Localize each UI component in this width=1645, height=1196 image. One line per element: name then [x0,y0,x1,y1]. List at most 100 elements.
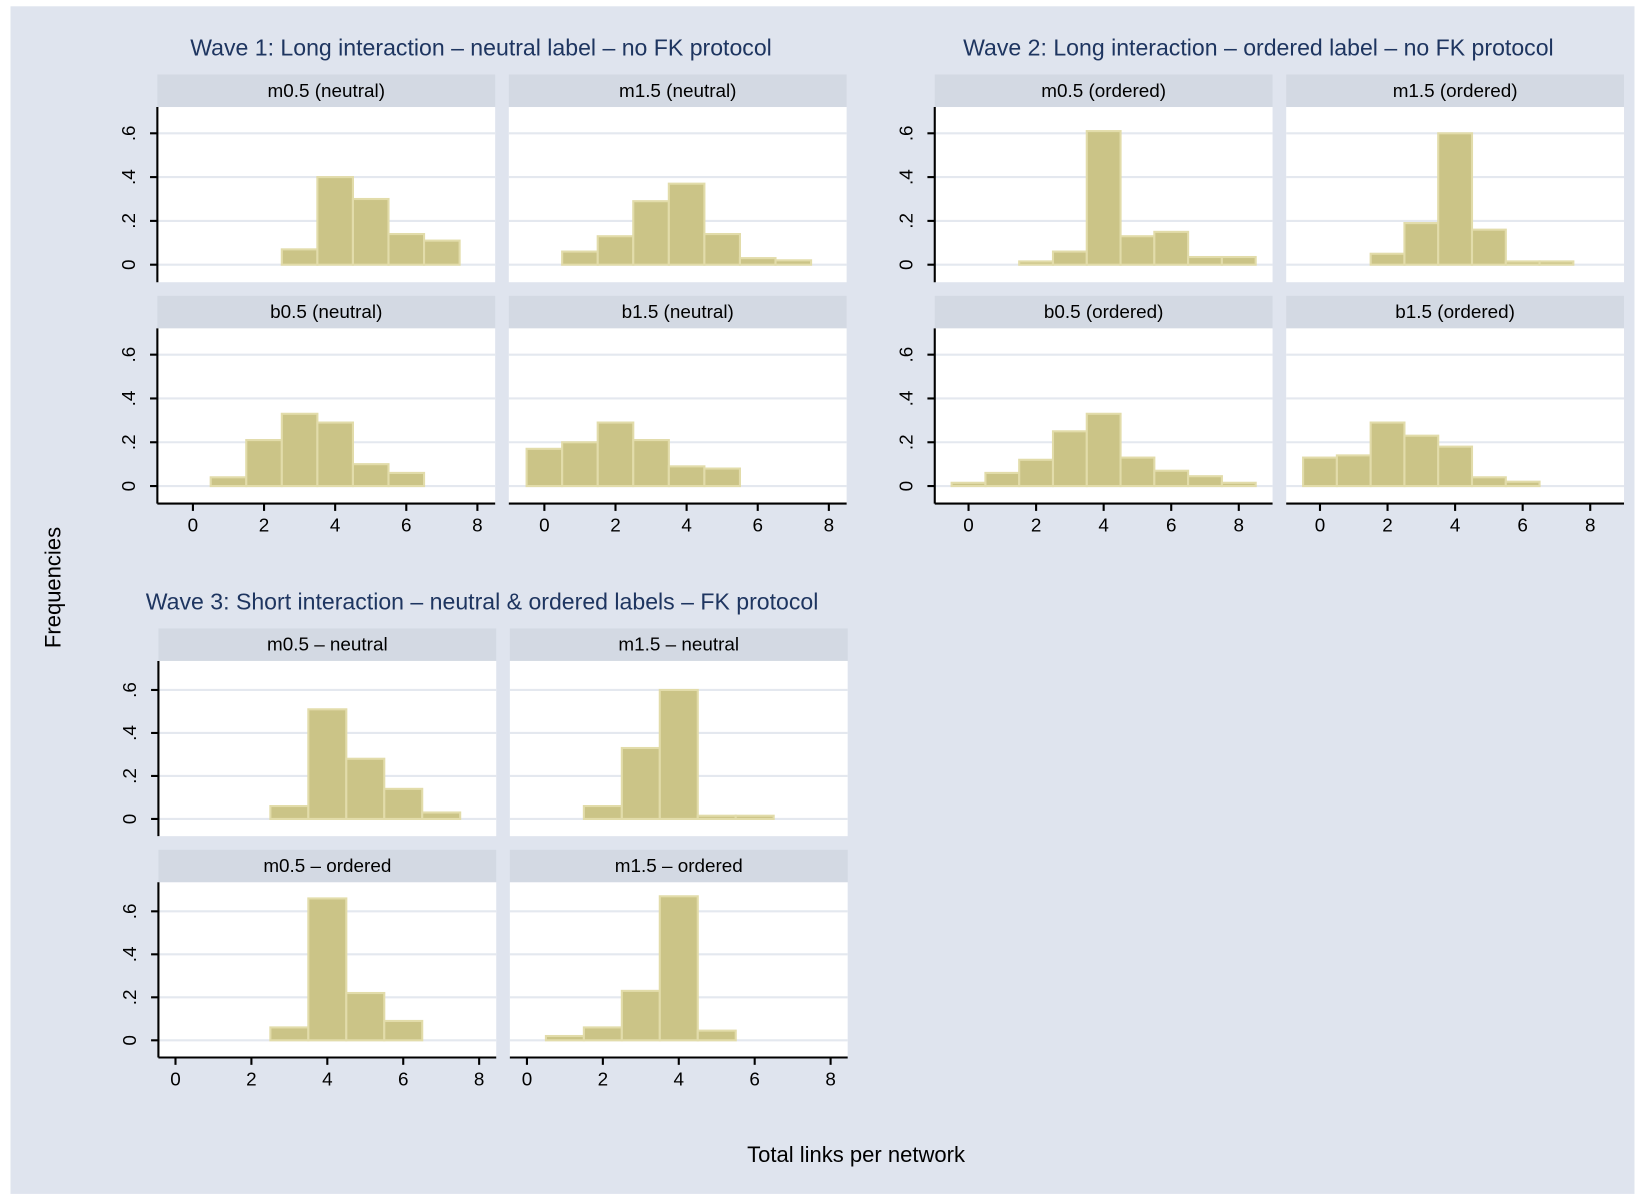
bar [984,471,1021,488]
bar [1153,469,1190,488]
x-tick-label: 2 [246,1070,257,1091]
bar [620,989,661,1042]
y-tick-label: .6 [896,125,917,141]
panel-title: b1.5 (neutral) [622,302,734,323]
bar [774,259,813,266]
bar [950,481,987,488]
x-tick-label: 6 [749,1070,759,1091]
y-tick-label: 0 [119,481,140,492]
x-tick-label: 4 [681,516,691,537]
bar [1403,222,1440,266]
bar [1051,430,1088,488]
bar [307,897,348,1042]
panel-header [1286,74,1625,108]
bar [1470,228,1507,266]
x-tick-label: 0 [188,516,199,537]
bar [1220,255,1257,266]
y-tick-label: 0 [119,259,140,270]
x-tick-label: 0 [539,516,549,537]
bar [387,471,426,488]
x-tick-label: 6 [401,516,412,537]
y-tick-label: .2 [120,989,141,1005]
x-tick-label: 2 [259,516,269,537]
bar [703,467,742,488]
bar [1470,476,1507,488]
x-tick-label: 6 [398,1070,409,1091]
bar [596,421,635,488]
bar [544,1034,585,1042]
x-tick-label: 6 [1166,516,1177,537]
x-tick-label: 2 [1382,516,1393,537]
bar [1437,445,1474,488]
bar [316,421,354,488]
y-tick-label: .4 [119,391,140,407]
bar [703,232,742,266]
y-tick-label: 0 [896,481,917,491]
bar [1187,255,1223,266]
bar [209,476,248,488]
x-tick-label: 4 [674,1070,685,1091]
y-tick-label: .4 [120,946,141,962]
bar [383,1019,424,1042]
panel-header [158,628,497,661]
panel-title: m0.5 – neutral [267,635,388,656]
panel-header [509,849,848,883]
bar [1153,230,1190,266]
y-tick-label: .4 [896,169,917,185]
y-tick-label: .4 [120,725,141,741]
panel-title: m1.5 (neutral) [619,81,737,102]
x-tick-label: 8 [1234,516,1245,537]
x-tick-label: 0 [522,1070,533,1091]
wave-title: Wave 2: Long interaction – ordered label… [963,34,1554,60]
y-tick-label: .2 [119,213,140,229]
y-tick-label: .6 [119,125,140,141]
bar [1369,252,1406,266]
bar [696,1029,737,1042]
panel-header [509,628,848,661]
panel-title: m1.5 (ordered) [1393,81,1518,102]
y-axis-label: Frequencies [40,527,65,648]
x-tick-label: 4 [1450,516,1461,537]
bar [1018,260,1055,266]
bar [269,805,310,820]
y-tick-label: .6 [120,903,141,919]
x-tick-label: 8 [1585,516,1596,537]
bar [1302,456,1338,488]
bar [383,787,424,820]
x-tick-label: 6 [752,516,763,537]
panel-header [934,74,1273,108]
x-tick-label: 8 [474,1070,485,1091]
x-tick-label: 0 [1315,516,1326,537]
panel-title: m0.5 (ordered) [1041,81,1166,102]
y-tick-label: .6 [896,347,917,363]
bar [245,439,283,488]
bar [582,805,623,820]
panel-header [157,74,496,108]
bar [1504,260,1541,266]
bar [1504,480,1541,488]
bar [316,176,354,266]
y-tick-label: .2 [119,434,140,450]
bar [738,257,777,266]
x-tick-label: 6 [1517,516,1528,537]
bar [1335,454,1372,488]
panel-header [508,295,847,329]
bar [582,1026,623,1042]
x-tick-label: 0 [170,1070,181,1091]
panel-title: b1.5 (ordered) [1395,302,1515,323]
bar [1119,456,1156,488]
bar [525,447,564,488]
panel-title: m0.5 (neutral) [268,81,385,102]
x-tick-label: 8 [472,516,483,537]
bar [421,811,462,820]
x-tick-label: 2 [1031,516,1042,537]
bar [667,465,706,488]
bar [1018,458,1055,488]
x-tick-label: 4 [330,516,341,537]
bar [1085,130,1122,266]
bar [1085,412,1122,488]
bar [734,814,775,820]
bar [632,439,670,488]
bar [351,463,390,488]
